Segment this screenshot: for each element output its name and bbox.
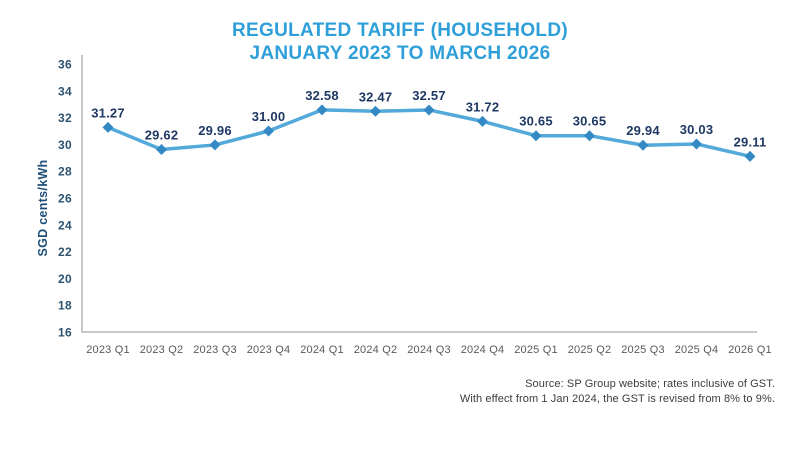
data-point-label: 31.27 [91, 105, 125, 120]
data-point-label: 31.72 [466, 99, 500, 114]
data-point-label: 29.96 [198, 123, 232, 138]
x-tick-label: 2023 Q2 [140, 344, 184, 356]
x-tick-label: 2025 Q1 [514, 344, 558, 356]
data-point-marker [209, 139, 221, 151]
data-point-marker [530, 130, 542, 142]
y-tick-label: 24 [58, 218, 72, 232]
x-tick-label: 2026 Q1 [728, 344, 772, 356]
data-point-marker [263, 125, 274, 137]
data-point-marker [691, 138, 702, 150]
data-point-marker [744, 150, 756, 162]
data-point-label: 31.00 [252, 109, 286, 124]
x-tick-label: 2024 Q4 [461, 344, 505, 356]
data-point-label: 29.11 [734, 134, 767, 149]
source-note-line2: With effect from 1 Jan 2024, the GST is … [459, 393, 775, 405]
data-point-label: 32.47 [359, 89, 393, 104]
x-tick-label: 2024 Q1 [300, 344, 344, 356]
y-tick-label: 16 [58, 326, 72, 340]
data-point-marker [477, 115, 488, 127]
data-point-marker [637, 139, 649, 151]
data-point-label: 30.65 [573, 114, 607, 129]
data-point-label: 29.94 [626, 123, 660, 138]
data-point-marker [584, 130, 595, 142]
y-tick-label: 28 [58, 165, 72, 179]
data-point-marker [423, 104, 435, 116]
source-note: Source: SP Group website; rates inclusiv… [460, 377, 775, 407]
y-tick-label: 22 [58, 245, 72, 259]
y-tick-label: 30 [58, 138, 72, 152]
source-note-line1: Source: SP Group website; rates inclusiv… [525, 378, 775, 390]
data-point-marker [156, 143, 167, 155]
y-tick-label: 20 [58, 272, 72, 286]
chart-title-line2: JANUARY 2023 TO MARCH 2026 [249, 43, 551, 64]
x-tick-label: 2023 Q4 [247, 344, 291, 356]
data-point-label: 29.62 [145, 127, 179, 142]
data-point-label: 32.58 [305, 88, 339, 103]
data-point-marker [102, 121, 114, 133]
data-point-marker [316, 104, 328, 116]
data-point-label: 30.03 [680, 122, 714, 137]
x-tick-label: 2025 Q2 [568, 344, 612, 356]
x-tick-label: 2023 Q3 [193, 344, 237, 356]
chart-title-line1: REGULATED TARIFF (HOUSEHOLD) [232, 20, 568, 41]
y-tick-label: 26 [58, 192, 72, 206]
data-point-label: 30.65 [519, 114, 553, 129]
x-tick-label: 2024 Q3 [407, 344, 451, 356]
data-point-label: 32.57 [412, 88, 446, 103]
x-tick-label: 2025 Q4 [675, 344, 719, 356]
x-tick-label: 2023 Q1 [86, 344, 130, 356]
y-tick-label: 34 [58, 84, 72, 98]
x-tick-label: 2025 Q3 [621, 344, 665, 356]
y-tick-label: 32 [58, 111, 72, 125]
chart-title: REGULATED TARIFF (HOUSEHOLD) JANUARY 202… [0, 19, 800, 65]
y-tick-label: 36 [58, 58, 72, 72]
y-tick-label: 18 [58, 299, 72, 313]
data-point-marker [370, 105, 381, 117]
x-tick-label: 2024 Q2 [354, 344, 398, 356]
